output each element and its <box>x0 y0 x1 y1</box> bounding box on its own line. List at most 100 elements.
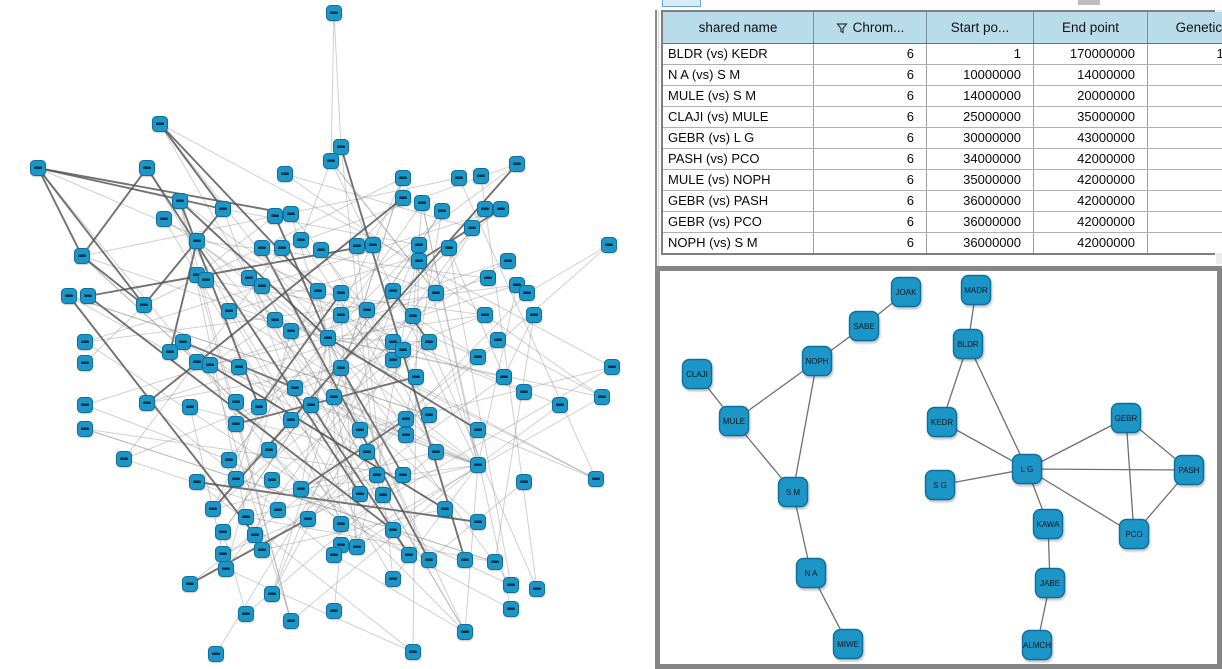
network-edge[interactable] <box>222 210 443 533</box>
table-cell[interactable]: 9.9 <box>1148 233 1222 254</box>
small-network-canvas[interactable]: JOAK MADR SABE NOPH CLAJI BLDR MULE KEDR GEBR S M… <box>655 266 1222 669</box>
network-node[interactable] <box>231 359 247 375</box>
table-row[interactable]: MULE (vs) S M614000000200000007.5 <box>663 85 1222 107</box>
network-node[interactable] <box>254 278 270 294</box>
network-node[interactable] <box>283 613 299 629</box>
network-node[interactable] <box>352 486 368 502</box>
network-edge[interactable] <box>261 247 368 453</box>
network-edge[interactable] <box>189 339 499 585</box>
network-node[interactable] <box>464 220 480 236</box>
network-edge[interactable] <box>222 208 342 525</box>
table-cell[interactable]: MULE (vs) NOPH <box>663 169 814 191</box>
table-cell[interactable]: 6 <box>813 64 927 86</box>
network-node[interactable] <box>261 442 277 458</box>
network-node[interactable] <box>293 481 309 497</box>
network-node-s-g[interactable]: S G <box>924 469 956 501</box>
table-cell[interactable]: 8.4 <box>1147 211 1222 233</box>
network-edge[interactable] <box>494 314 535 563</box>
network-edge[interactable] <box>274 215 329 339</box>
network-node[interactable] <box>77 397 93 413</box>
network-edge[interactable] <box>159 123 410 556</box>
network-node[interactable] <box>333 285 349 301</box>
network-node[interactable] <box>251 399 267 415</box>
network-edge[interactable] <box>330 160 437 294</box>
network-node[interactable] <box>274 240 290 256</box>
network-edge[interactable] <box>327 337 505 378</box>
table-cell[interactable]: 6 <box>813 232 927 253</box>
table-cell[interactable]: 6 <box>813 85 927 107</box>
network-node[interactable] <box>139 160 155 176</box>
network-node-s-m[interactable]: S M <box>777 476 809 508</box>
network-node[interactable] <box>241 270 257 286</box>
network-node[interactable] <box>326 5 342 21</box>
network-node[interactable] <box>283 323 299 339</box>
network-edge[interactable] <box>1026 417 1127 470</box>
network-edge[interactable] <box>310 404 479 466</box>
network-edge[interactable] <box>327 337 342 525</box>
network-edge[interactable] <box>1125 417 1135 535</box>
table-cell[interactable]: 42000000 <box>1033 190 1148 212</box>
network-edge[interactable] <box>212 349 404 510</box>
table-cell[interactable]: 20000000 <box>1033 85 1148 107</box>
network-edge[interactable] <box>271 177 404 595</box>
network-node[interactable] <box>519 285 535 301</box>
network-edge[interactable] <box>340 314 394 361</box>
table-cell[interactable]: N A (vs) S M <box>663 64 814 86</box>
table-cell[interactable]: CLAJI (vs) MULE <box>663 106 814 128</box>
network-node[interactable] <box>588 471 604 487</box>
network-node[interactable] <box>264 586 280 602</box>
network-edge[interactable] <box>222 493 361 555</box>
network-edge[interactable] <box>37 167 479 358</box>
network-edge[interactable] <box>271 244 420 595</box>
network-edge[interactable] <box>159 123 319 292</box>
network-node-jabe[interactable]: JABE <box>1034 567 1066 599</box>
network-edge[interactable] <box>333 554 466 633</box>
large-network-canvas[interactable] <box>0 0 655 669</box>
network-node[interactable] <box>529 581 545 597</box>
network-edge[interactable] <box>330 12 335 162</box>
network-node[interactable] <box>300 511 316 527</box>
network-node[interactable] <box>349 238 365 254</box>
table-cell[interactable]: 6 <box>813 148 927 170</box>
network-node[interactable] <box>411 253 427 269</box>
network-node[interactable] <box>470 422 486 438</box>
network-edge[interactable] <box>146 167 361 495</box>
table-cell[interactable]: 6.6 <box>1147 64 1222 86</box>
table-cell[interactable]: 42000000 <box>1033 148 1148 170</box>
network-edge[interactable] <box>189 518 309 585</box>
table-cell[interactable]: 25000000 <box>926 106 1034 128</box>
network-edge[interactable] <box>235 406 260 480</box>
network-node[interactable] <box>333 516 349 532</box>
network-node[interactable] <box>172 193 188 209</box>
network-edge[interactable] <box>327 337 512 586</box>
network-node[interactable] <box>480 270 496 286</box>
table-cell[interactable]: 7.5 <box>1147 85 1222 107</box>
network-node[interactable] <box>310 283 326 299</box>
network-node-pash[interactable]: PASH <box>1173 454 1205 486</box>
network-node[interactable] <box>457 624 473 640</box>
network-edge[interactable] <box>81 255 145 306</box>
network-node[interactable] <box>359 444 375 460</box>
table-cell[interactable]: 43000000 <box>1033 127 1148 149</box>
network-edge[interactable] <box>37 167 145 306</box>
network-node[interactable] <box>493 201 509 217</box>
table-row[interactable]: BLDR (vs) KEDR61170000000192.0 <box>663 43 1222 65</box>
network-edge[interactable] <box>209 364 446 510</box>
network-node[interactable] <box>323 153 339 169</box>
table-cell[interactable]: 6 <box>813 169 927 191</box>
network-node[interactable] <box>477 201 493 217</box>
network-edge[interactable] <box>37 167 83 257</box>
network-edge[interactable] <box>477 404 561 466</box>
network-node[interactable] <box>503 601 519 617</box>
network-edge[interactable] <box>967 343 1028 470</box>
network-edge[interactable] <box>327 337 466 633</box>
network-node[interactable] <box>264 472 280 488</box>
table-cell[interactable]: PASH (vs) PCO <box>663 148 814 170</box>
table-row[interactable]: NOPH (vs) S M636000000420000009.9 <box>663 232 1222 254</box>
network-node-kawa[interactable]: KAWA <box>1032 508 1064 540</box>
network-edge[interactable] <box>159 123 613 368</box>
network-node[interactable] <box>303 397 319 413</box>
network-edge[interactable] <box>307 292 528 520</box>
network-edge[interactable] <box>84 277 489 406</box>
network-edge[interactable] <box>37 167 224 210</box>
